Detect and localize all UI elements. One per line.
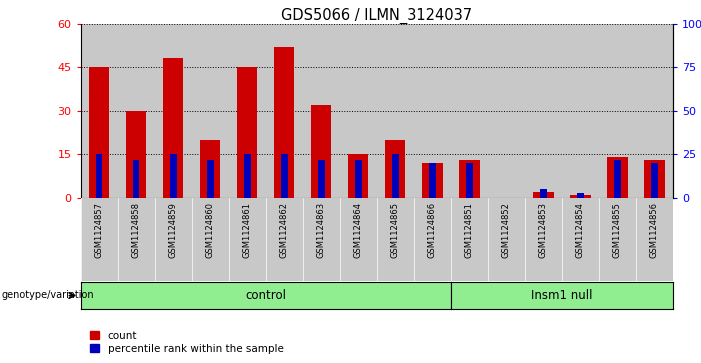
Bar (340, 24, 377, 198)
Bar (377, 198, 414, 281)
Bar (266, 198, 303, 281)
Bar (525, 198, 562, 281)
Bar (318, 159, 325, 198)
Bar (303, 24, 340, 198)
Bar (132, 159, 139, 198)
Text: GSM1124863: GSM1124863 (317, 202, 326, 258)
Bar (348, 154, 369, 198)
Bar (229, 198, 266, 281)
Legend: count, percentile rank within the sample: count, percentile rank within the sample (86, 327, 287, 358)
Text: GSM1124852: GSM1124852 (502, 202, 511, 258)
Bar (429, 163, 435, 198)
Text: GSM1124866: GSM1124866 (428, 202, 437, 258)
Bar (340, 198, 377, 281)
Bar (237, 67, 257, 198)
Text: GSM1124855: GSM1124855 (613, 202, 622, 258)
Bar (163, 58, 184, 198)
Bar (562, 24, 599, 198)
Bar (96, 154, 102, 198)
Bar (644, 160, 665, 198)
Text: GSM1124851: GSM1124851 (465, 202, 474, 258)
Text: GSM1124861: GSM1124861 (243, 202, 252, 258)
Text: GSM1124853: GSM1124853 (539, 202, 548, 258)
Text: GSM1124856: GSM1124856 (650, 202, 659, 258)
Bar (414, 198, 451, 281)
Text: GSM1124862: GSM1124862 (280, 202, 289, 258)
Bar (570, 195, 590, 198)
Bar (155, 24, 191, 198)
Bar (207, 159, 214, 198)
Bar (392, 154, 399, 198)
Bar (266, 24, 303, 198)
Text: GSM1124860: GSM1124860 (205, 202, 215, 258)
Bar (81, 198, 118, 281)
Bar (274, 47, 294, 198)
Bar (607, 157, 627, 198)
Bar (533, 192, 554, 198)
Bar (577, 193, 584, 198)
Text: GSM1124865: GSM1124865 (390, 202, 400, 258)
Bar (155, 198, 191, 281)
Bar (466, 163, 472, 198)
Bar (303, 198, 340, 281)
Bar (191, 24, 229, 198)
Title: GDS5066 / ILMN_3124037: GDS5066 / ILMN_3124037 (281, 7, 472, 24)
Text: control: control (245, 289, 286, 302)
Bar (244, 154, 250, 198)
Bar (459, 160, 479, 198)
Bar (200, 140, 220, 198)
Bar (636, 198, 673, 281)
Bar (170, 154, 177, 198)
Bar (599, 198, 636, 281)
Text: genotype/variation: genotype/variation (1, 290, 94, 301)
Bar (118, 198, 155, 281)
Bar (451, 198, 488, 281)
Text: GSM1124859: GSM1124859 (169, 202, 177, 258)
Bar (636, 24, 673, 198)
Bar (81, 24, 118, 198)
Bar (525, 24, 562, 198)
Bar (118, 24, 155, 198)
Text: GSM1124864: GSM1124864 (354, 202, 363, 258)
Bar (540, 189, 547, 198)
Bar (599, 24, 636, 198)
Bar (229, 24, 266, 198)
Bar (451, 24, 488, 198)
Bar (651, 163, 658, 198)
Bar (562, 198, 599, 281)
Text: Insm1 null: Insm1 null (531, 289, 592, 302)
Bar (281, 154, 287, 198)
Bar (414, 24, 451, 198)
Bar (377, 24, 414, 198)
Bar (191, 198, 229, 281)
Bar (488, 24, 525, 198)
Bar (89, 67, 109, 198)
Text: GSM1124858: GSM1124858 (132, 202, 141, 258)
Bar (614, 159, 621, 198)
Text: GSM1124857: GSM1124857 (95, 202, 104, 258)
Bar (355, 159, 362, 198)
Text: GSM1124854: GSM1124854 (576, 202, 585, 258)
Bar (422, 163, 442, 198)
Bar (488, 198, 525, 281)
Bar (385, 140, 405, 198)
Bar (126, 111, 147, 198)
Bar (311, 105, 332, 198)
